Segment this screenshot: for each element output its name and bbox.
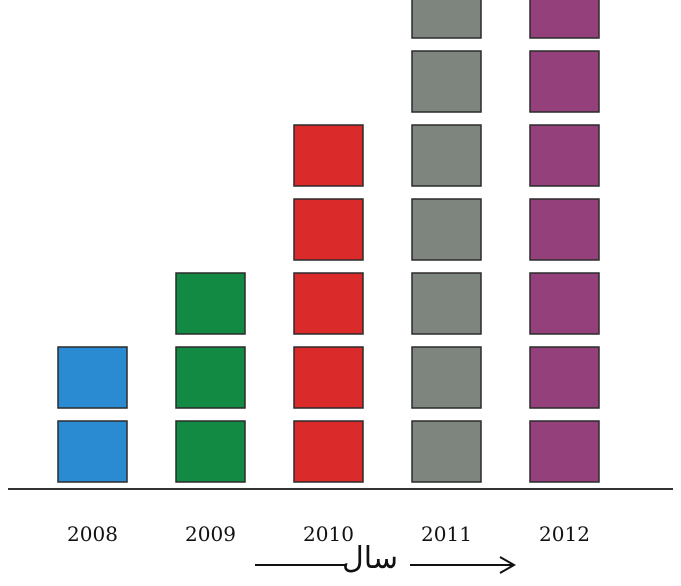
bar-block-2011-5 (411, 124, 482, 187)
x-tick-label-2010: 2010 (303, 522, 354, 546)
x-tick-label-2011: 2011 (421, 522, 472, 546)
bar-block-2011-2 (411, 346, 482, 409)
bar-block-2008-1 (57, 420, 128, 483)
bar-block-2009-1 (175, 420, 246, 483)
bar-block-2009-3 (175, 272, 246, 335)
x-tick-label-2008: 2008 (67, 522, 118, 546)
bar-block-2012-1 (529, 420, 600, 483)
bar-block-2012-3 (529, 272, 600, 335)
bar-block-2009-2 (175, 346, 246, 409)
bar-block-2010-4 (293, 198, 364, 261)
bar-block-2011-6 (411, 50, 482, 113)
bar-block-2012-7 (529, 0, 600, 39)
bar-block-2012-2 (529, 346, 600, 409)
bar-block-2011-3 (411, 272, 482, 335)
bar-block-2012-6 (529, 50, 600, 113)
bar-block-2012-4 (529, 198, 600, 261)
x-tick-label-2009: 2009 (185, 522, 236, 546)
bar-block-2010-2 (293, 346, 364, 409)
x-axis-label-group: سال (255, 541, 517, 576)
x-axis-label: سال (342, 541, 398, 576)
bar-block-2012-5 (529, 124, 600, 187)
x-tick-labels: 2008 2009 2010 2011 2012 (67, 522, 590, 546)
bar-block-2010-1 (293, 420, 364, 483)
bar-block-2011-1 (411, 420, 482, 483)
bar-block-2010-5 (293, 124, 364, 187)
bar-block-2008-2 (57, 346, 128, 409)
bar-block-2011-4 (411, 198, 482, 261)
block-stacks (57, 0, 600, 483)
arrow-right-icon (499, 556, 517, 574)
bar-block-2011-7 (411, 0, 482, 39)
bar-block-2010-3 (293, 272, 364, 335)
x-tick-label-2012: 2012 (539, 522, 590, 546)
